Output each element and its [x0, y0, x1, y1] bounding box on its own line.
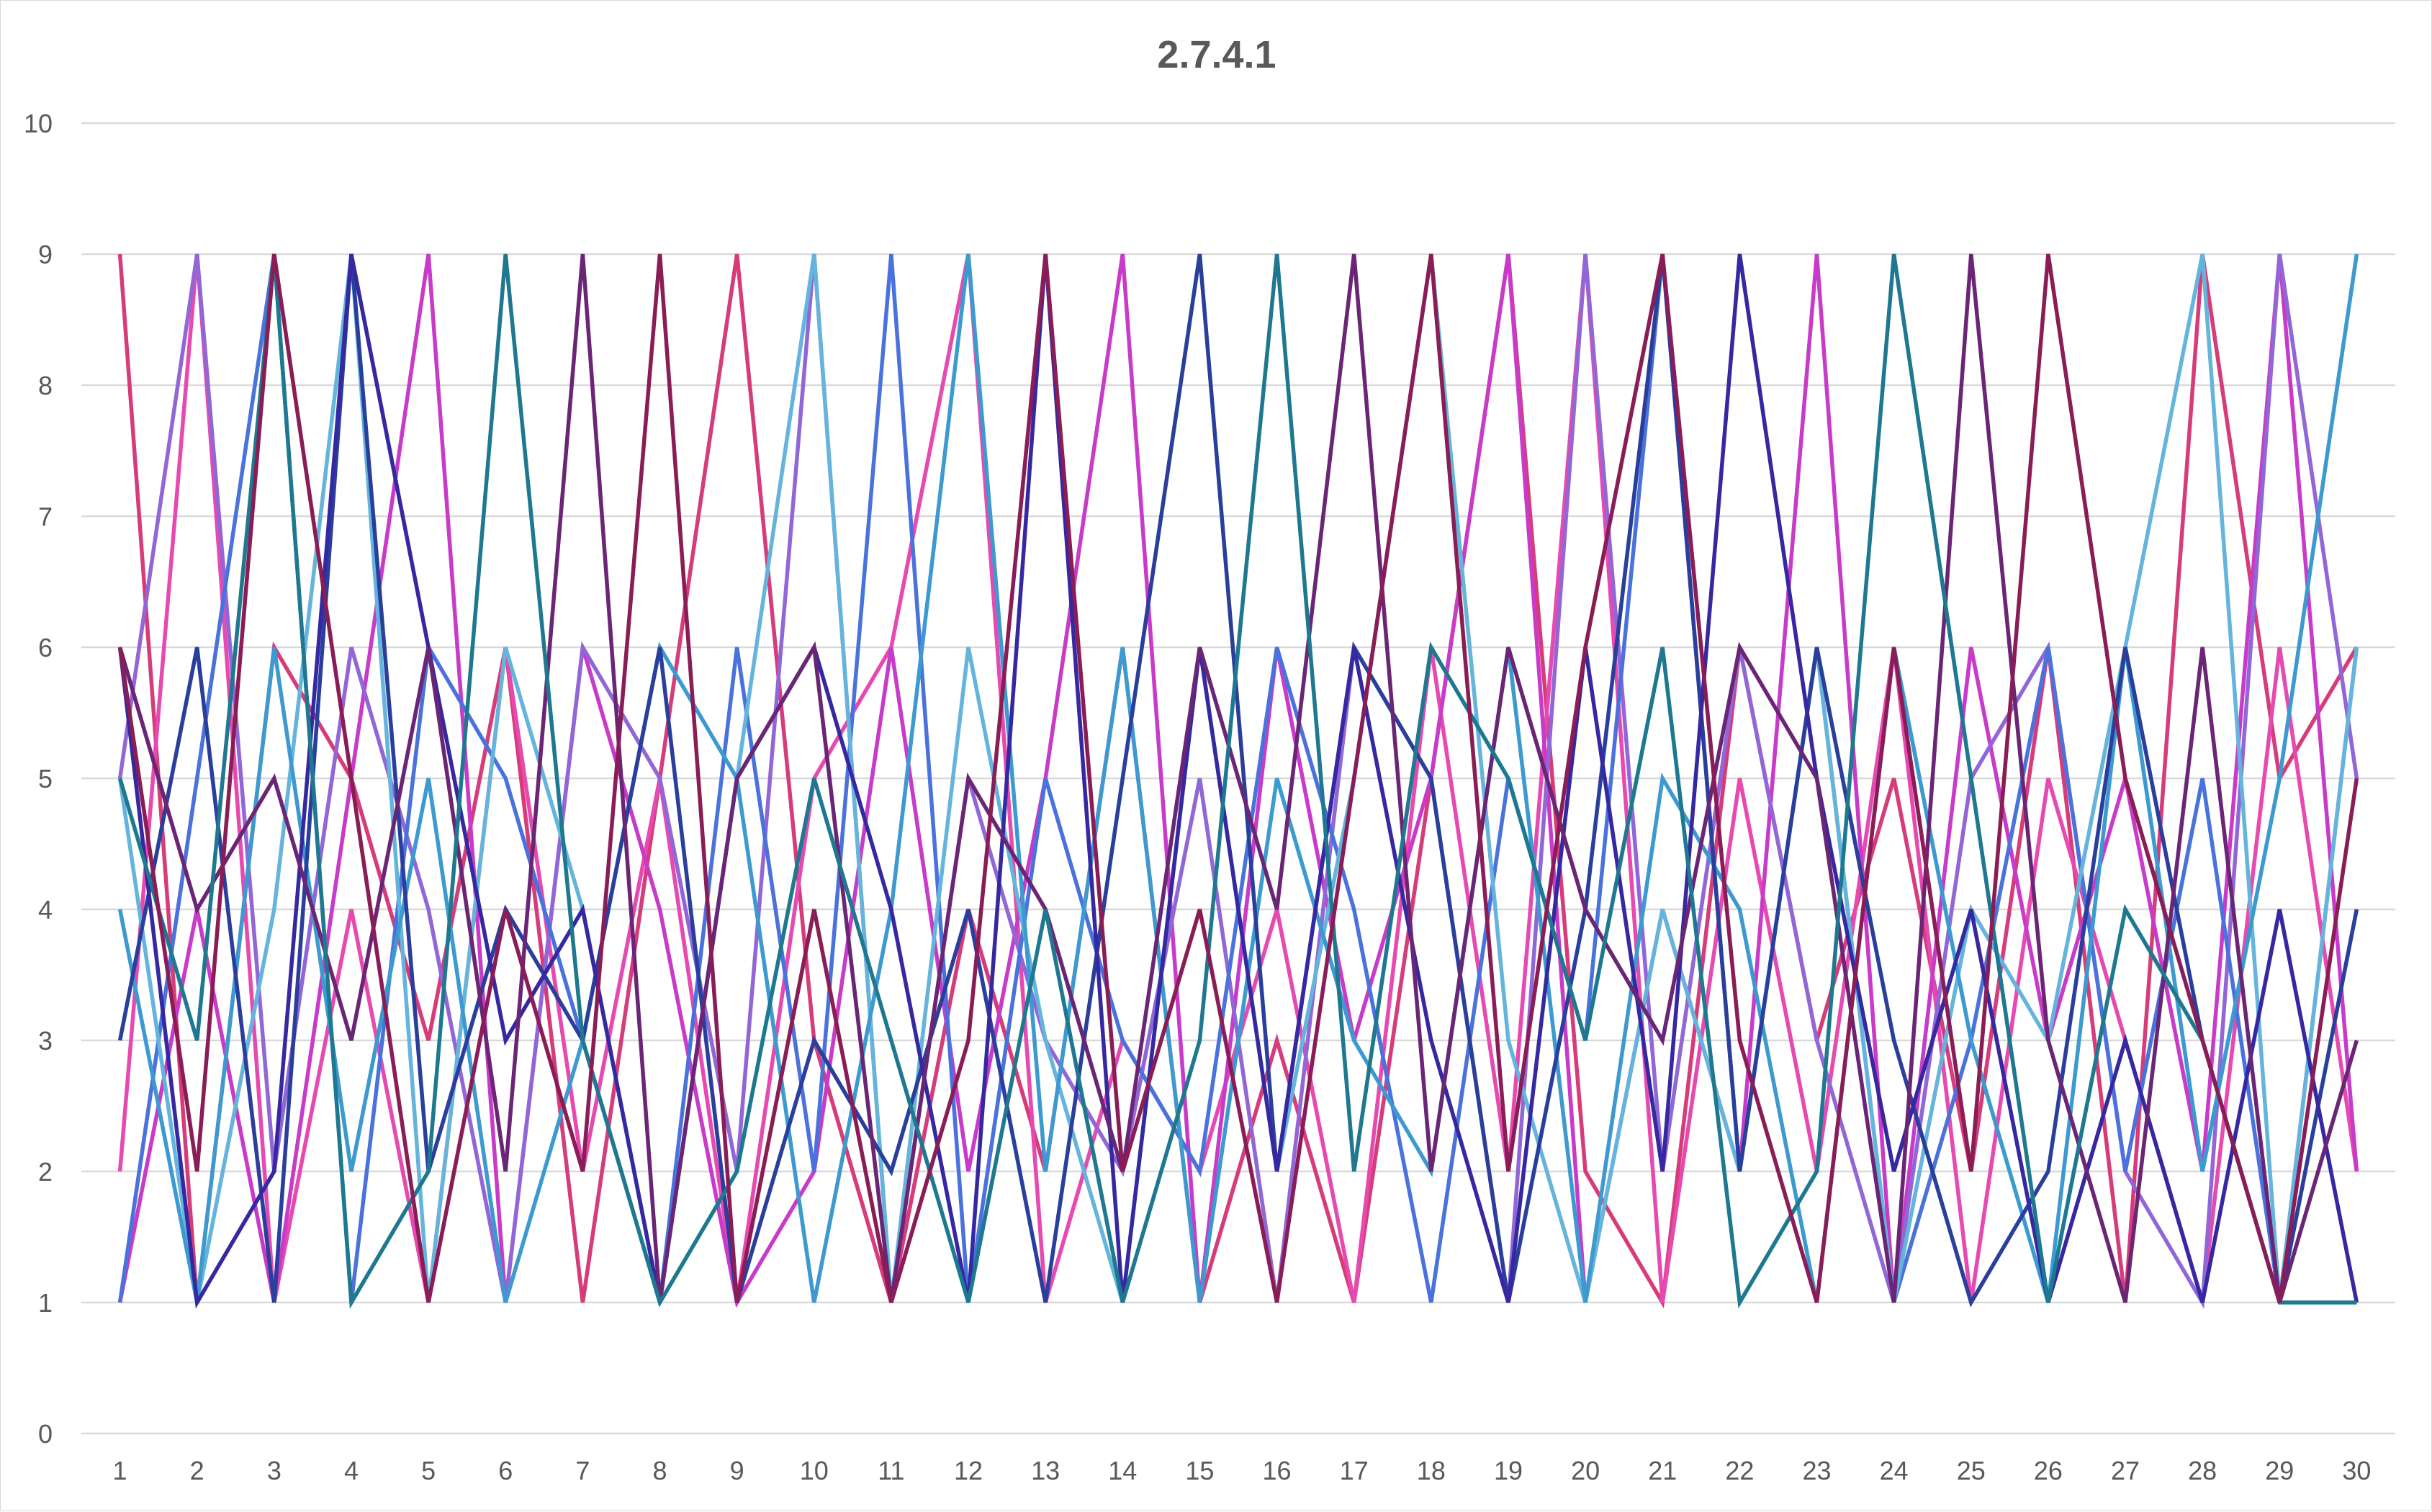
series-line-3: [117, 253, 2359, 1308]
x-tick-label: 26: [2034, 1456, 2063, 1485]
x-tick-label: 20: [1571, 1456, 1600, 1485]
x-tick-label: 13: [1031, 1456, 1060, 1485]
y-tick-label: 4: [38, 895, 53, 924]
x-tick-label: 4: [344, 1456, 359, 1485]
y-tick-label: 3: [38, 1026, 53, 1056]
x-axis-ticks: 1 2 3 4 5 6 7 8 9 10 11 12 13 14 15 16 17 18 19 20 21 22 23 24 2…: [113, 1456, 2372, 1485]
y-tick-label: 5: [38, 764, 53, 793]
x-tick-label: 10: [800, 1456, 829, 1485]
x-tick-label: 2: [190, 1456, 204, 1485]
x-tick-label: 16: [1263, 1456, 1292, 1485]
x-tick-label: 11: [878, 1456, 904, 1485]
x-tick-label: 24: [1880, 1456, 1909, 1485]
x-tick-label: 30: [2342, 1456, 2371, 1485]
x-tick-label: 1: [113, 1456, 127, 1485]
series-line-8: [117, 253, 2359, 1308]
x-tick-label: 3: [267, 1456, 282, 1485]
y-tick-label: 7: [38, 502, 53, 531]
y-tick-label: 10: [24, 109, 53, 138]
y-tick-label: 2: [38, 1157, 53, 1187]
x-tick-label: 27: [2111, 1456, 2140, 1485]
x-tick-label: 7: [575, 1456, 590, 1485]
x-tick-label: 17: [1340, 1456, 1369, 1485]
x-tick-label: 14: [1108, 1456, 1137, 1485]
x-tick-label: 15: [1185, 1456, 1214, 1485]
x-tick-label: 21: [1648, 1456, 1677, 1485]
x-tick-label: 29: [2265, 1456, 2294, 1485]
y-axis-ticks: 0 1 2 3 4 5 6 7 8 9 10: [24, 109, 53, 1449]
x-tick-label: 9: [730, 1456, 744, 1485]
y-tick-label: 6: [38, 633, 53, 662]
x-tick-label: 19: [1494, 1456, 1523, 1485]
y-tick-label: 0: [38, 1419, 53, 1449]
series-line-10: [117, 253, 2359, 1303]
x-tick-label: 12: [954, 1456, 983, 1485]
x-tick-label: 8: [652, 1456, 667, 1485]
x-tick-label: 23: [1802, 1456, 1831, 1485]
series-line-7: [117, 253, 2359, 1303]
x-tick-label: 18: [1417, 1456, 1446, 1485]
y-tick-label: 8: [38, 371, 53, 400]
y-tick-label: 1: [38, 1288, 53, 1318]
x-tick-label: 6: [498, 1456, 513, 1485]
series-line-12: [117, 253, 2359, 1303]
x-tick-label: 25: [1957, 1456, 1986, 1485]
y-tick-label: 9: [38, 240, 53, 269]
x-tick-label: 5: [421, 1456, 436, 1485]
x-tick-label: 22: [1725, 1456, 1754, 1485]
series-line-11: [117, 253, 2357, 1309]
chart-title: 2.7.4.1: [1157, 33, 1276, 76]
series-layer: [117, 253, 2359, 1309]
x-tick-label: 28: [2188, 1456, 2217, 1485]
